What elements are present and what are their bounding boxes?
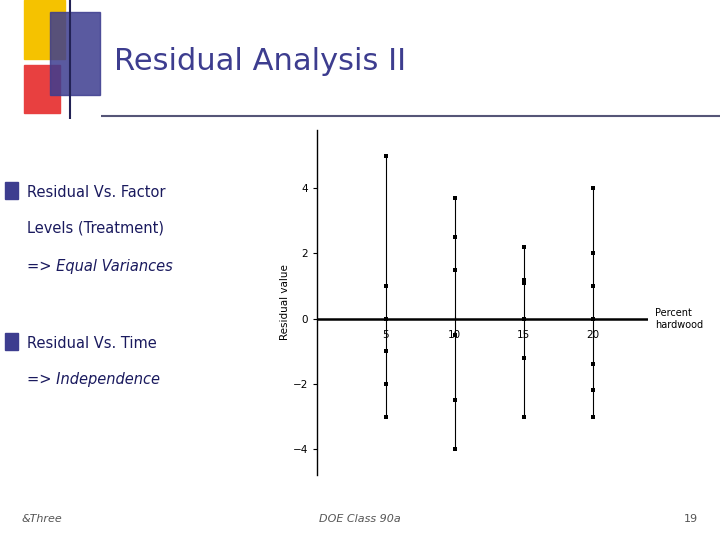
Text: 10: 10 [449,330,462,340]
Text: => Equal Variances: => Equal Variances [27,259,173,274]
Bar [24,0,65,59]
Bar [4,333,18,350]
Text: Levels (Treatment): Levels (Treatment) [27,221,164,236]
Text: &Three: &Three [22,514,63,524]
Bar [50,12,100,95]
Y-axis label: Residual value: Residual value [279,265,289,340]
Text: 20: 20 [586,330,599,340]
Bar [24,65,60,113]
Text: 19: 19 [684,514,698,524]
Text: Residual Analysis II: Residual Analysis II [114,47,406,76]
Text: 15: 15 [517,330,531,340]
Text: DOE Class 90a: DOE Class 90a [319,514,401,524]
Text: Residual Vs. Time: Residual Vs. Time [27,336,157,351]
Text: Residual Vs. Factor: Residual Vs. Factor [27,185,166,200]
Text: 5: 5 [382,330,389,340]
Text: Percent
hardwood: Percent hardwood [655,307,703,330]
Bar [4,182,18,199]
Text: => Independence: => Independence [27,372,161,387]
